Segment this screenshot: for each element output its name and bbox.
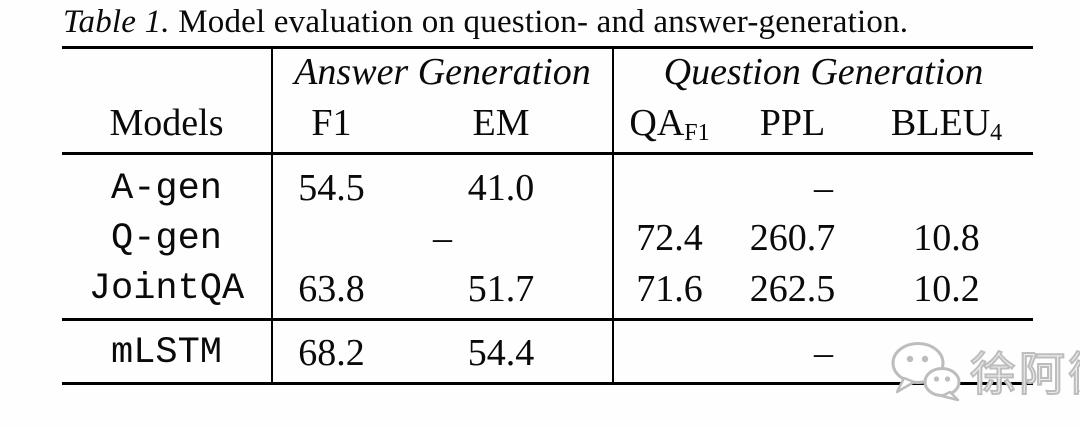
em-column-header: EM — [390, 96, 614, 155]
group-header-row: Answer Generation Question Generation — [62, 46, 1034, 96]
empty-corner-cell — [62, 46, 272, 96]
model-name-cell: Q-gen — [110, 217, 223, 260]
wechat-icon — [891, 342, 961, 402]
qaf1-value-cell: 72.4 — [612, 217, 726, 261]
model-name-cell: A-gen — [110, 167, 223, 210]
qaf1-value-cell: 71.6 — [612, 261, 726, 321]
watermark-text: 徐阿衡 — [969, 346, 1080, 402]
table-caption-number: Table 1. — [63, 4, 170, 40]
bleu4-value-cell: 10.2 — [860, 261, 1034, 321]
table-caption-text: Model evaluation on question- and answer… — [169, 4, 909, 40]
bleu4-subscript: 4 — [990, 120, 1003, 147]
ppl-value-cell: 262.5 — [725, 261, 861, 321]
table-row-a-gen: A-gen 54.5 41.0 – — [62, 153, 1034, 217]
em-value-cell: 54.4 — [390, 319, 614, 385]
ppl-column-header: PPL — [725, 96, 861, 155]
table-caption: Table 1. Model evaluation on question- a… — [63, 4, 908, 41]
evaluation-table: Answer Generation Question Generation Mo… — [62, 46, 1034, 385]
table-row-q-gen: Q-gen – 72.4 260.7 10.8 — [62, 217, 1033, 261]
answer-generation-group-header: Answer Generation — [270, 46, 614, 96]
column-header-row: Models F1 EM QAF1 PPL BLEU4 — [62, 96, 1034, 155]
question-gen-dash-cell: – — [612, 153, 1034, 217]
table-row-mlstm: mLSTM 68.2 54.4 – — [62, 319, 1034, 385]
em-value-cell: 51.7 — [390, 261, 614, 321]
bleu4-column-header: BLEU4 — [860, 96, 1034, 155]
models-column-header: Models — [62, 96, 272, 155]
watermark: 徐阿衡 — [890, 338, 1080, 404]
model-name-cell: JointQA — [62, 261, 272, 321]
answer-gen-dash-cell: – — [270, 217, 614, 261]
qaf1-column-header: QAF1 — [612, 96, 726, 155]
question-gen-dash-cell: – — [612, 319, 1034, 385]
qaf1-subscript: F1 — [684, 120, 710, 147]
table-row-jointqa: JointQA 63.8 51.7 71.6 262.5 10.2 — [62, 261, 1034, 321]
model-name-cell: mLSTM — [62, 319, 272, 385]
f1-value-cell: 68.2 — [271, 319, 390, 385]
f1-value-cell: 63.8 — [271, 261, 390, 321]
f1-value-cell: 54.5 — [271, 153, 390, 217]
ppl-value-cell: 260.7 — [749, 217, 836, 260]
bleu4-value-cell: 10.8 — [913, 217, 980, 260]
em-value-cell: 41.0 — [467, 167, 535, 210]
f1-column-header: F1 — [271, 96, 390, 155]
question-generation-group-header: Question Generation — [612, 46, 1034, 96]
